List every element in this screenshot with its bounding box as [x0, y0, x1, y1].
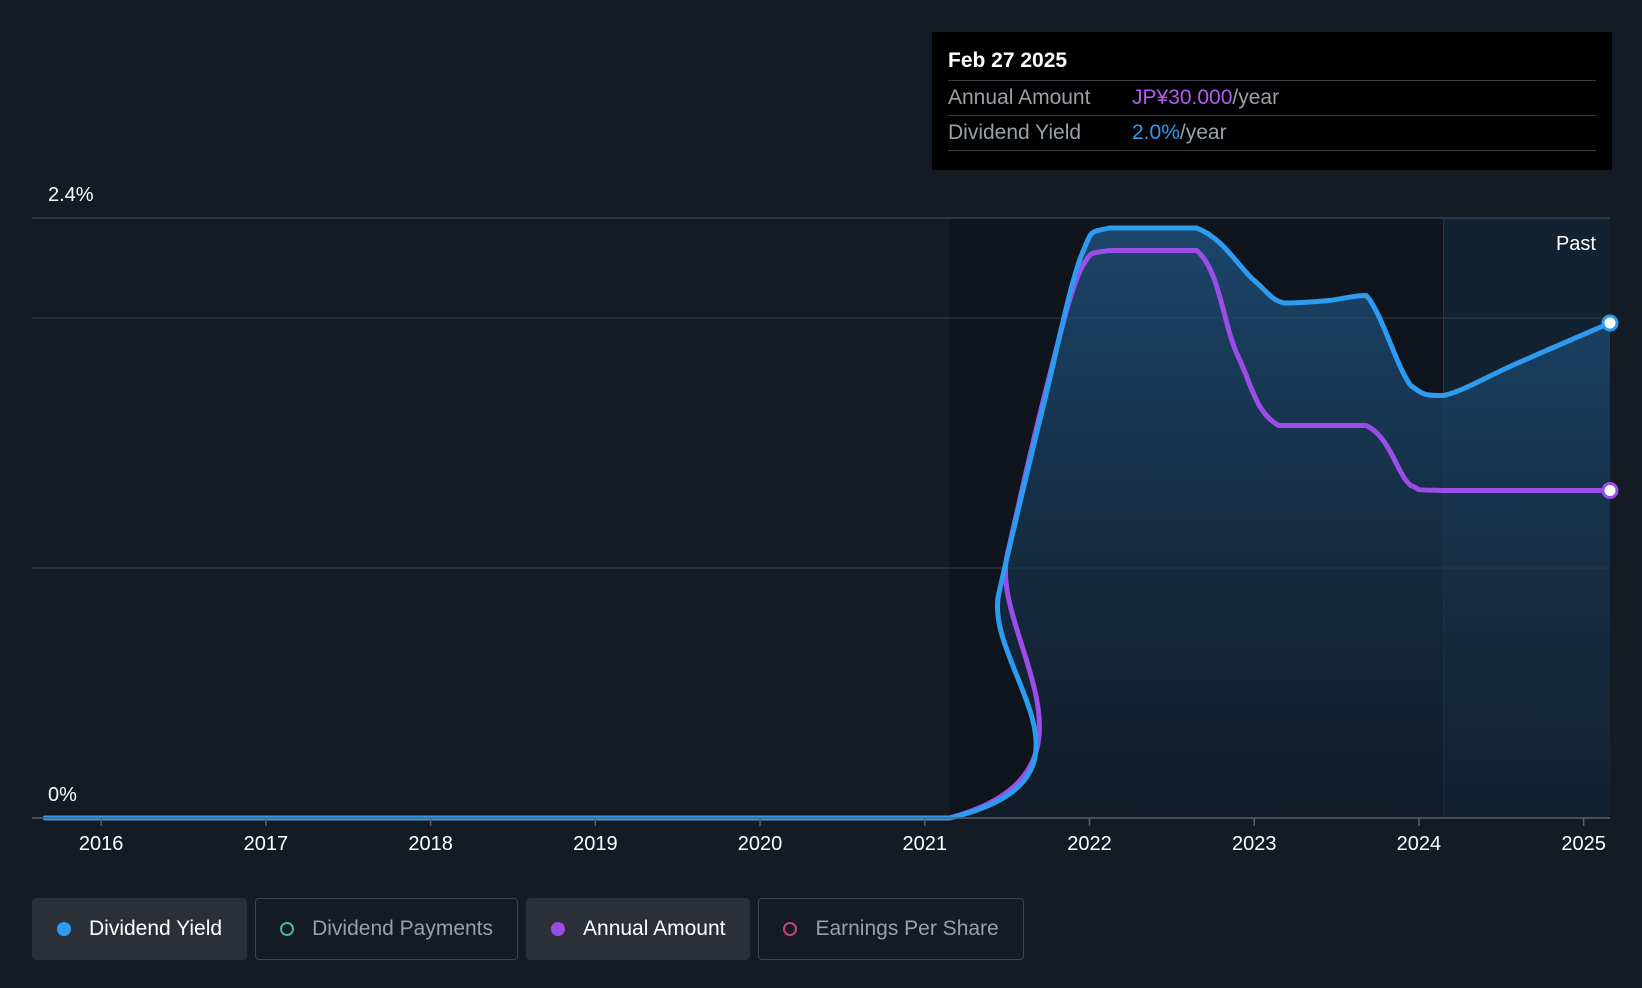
- past-label: Past: [1556, 233, 1596, 255]
- x-tick-label: 2024: [1397, 833, 1442, 855]
- x-tick-label: 2017: [244, 833, 289, 855]
- tooltip-value: JP¥30.000: [1132, 86, 1233, 109]
- y-axis-label-bottom: 0%: [48, 784, 77, 806]
- legend-annual-amount[interactable]: Annual Amount: [526, 898, 751, 960]
- dot-icon: [57, 922, 71, 936]
- x-tick-label: 2023: [1232, 833, 1277, 855]
- x-tick-label: 2018: [408, 833, 453, 855]
- legend-dividend-yield[interactable]: Dividend Yield: [32, 898, 248, 960]
- legend-label: Dividend Yield: [89, 917, 223, 940]
- dot-icon: [551, 922, 566, 936]
- tooltip-row-annual-amount: Annual Amount JP¥30.000 /year: [948, 81, 1596, 116]
- tooltip-key: Annual Amount: [948, 86, 1091, 109]
- tooltip-unit: /year: [1232, 86, 1280, 109]
- legend-label: Earnings Per Share: [815, 917, 999, 940]
- tooltip-unit: /year: [1179, 121, 1227, 144]
- x-tick-label: 2022: [1067, 833, 1112, 855]
- legend-label: Dividend Payments: [312, 917, 494, 940]
- x-tick-label: 2019: [573, 833, 618, 855]
- legend: Dividend Yield Dividend Payments Annual …: [32, 898, 1024, 960]
- tooltip-row-dividend-yield: Dividend Yield 2.0% /year: [948, 116, 1596, 151]
- legend-earnings-per-share[interactable]: Earnings Per Share: [758, 898, 1024, 960]
- tooltip-value: 2.0%: [1132, 121, 1180, 144]
- annual-amount-end-marker: [1601, 482, 1619, 499]
- y-axis-label-top: 2.4%: [48, 184, 94, 206]
- x-tick-label: 2025: [1561, 833, 1606, 855]
- ring-icon: [280, 922, 295, 936]
- ring-icon: [783, 922, 798, 936]
- x-axis-ticks: 2016 2017 2018 2019 2020 2021 2022 2023 2024 2025: [79, 818, 1606, 855]
- legend-label: Annual Amount: [583, 917, 726, 940]
- dividend-yield-end-marker: [1601, 314, 1619, 332]
- x-tick-label: 2016: [79, 833, 124, 855]
- yield-area: [45, 228, 1611, 818]
- tooltip-date: Feb 27 2025: [948, 46, 1596, 81]
- tooltip-key: Dividend Yield: [948, 121, 1082, 144]
- legend-dividend-payments[interactable]: Dividend Payments: [255, 898, 519, 960]
- x-tick-label: 2021: [903, 833, 948, 855]
- x-tick-label: 2020: [738, 833, 783, 855]
- tooltip: Feb 27 2025 Annual Amount JP¥30.000 /yea…: [932, 32, 1612, 170]
